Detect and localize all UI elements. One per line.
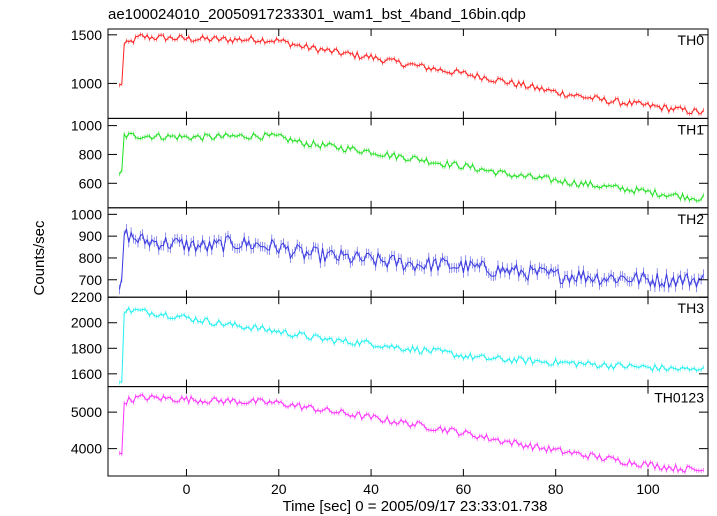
y-tick-label: 1000 (71, 75, 102, 91)
panel-label-th3: TH3 (678, 300, 705, 316)
y-axis-label: Counts/sec (31, 220, 48, 296)
y-tick-label: 700 (79, 272, 103, 288)
panel-label-th2: TH2 (678, 211, 705, 227)
panel-th2: 700 800 900 1000 TH2 (71, 206, 709, 298)
y-tick-label: 2000 (71, 315, 102, 331)
x-tick-label: 40 (363, 481, 379, 497)
y-tick-label: 2200 (71, 289, 102, 305)
panel-frame (107, 386, 709, 477)
series-errorbars-th0123 (119, 392, 704, 475)
y-tick-label: 5000 (71, 404, 102, 420)
panel-label-th0: TH0 (678, 32, 705, 48)
x-tick-label: 100 (636, 481, 660, 497)
y-tick-label: 800 (79, 146, 103, 162)
series-line-th1 (119, 132, 704, 202)
panel-label-th1: TH1 (678, 121, 705, 137)
y-tick-label: 1600 (71, 366, 102, 382)
x-axis: 0 20 40 60 80 100 (183, 481, 660, 497)
x-tick-label: 60 (456, 481, 472, 497)
panel-th0123: 4000 5000 TH0123 (71, 386, 709, 477)
x-axis-label: Time [sec] 0 = 2005/09/17 23:33:01.738 (282, 498, 547, 515)
series-errorbars-th2 (119, 224, 704, 295)
series-line-th0123 (119, 394, 704, 474)
panel-th0: 1000 1500 TH0 (71, 27, 709, 119)
y-tick-label: 1000 (71, 206, 102, 222)
series-errorbars-th3 (119, 305, 704, 385)
y-tick-label: 800 (79, 250, 103, 266)
x-tick-label: 80 (548, 481, 564, 497)
panel-th3: 1600 1800 2000 2200 TH3 (71, 289, 709, 388)
y-tick-label: 4000 (71, 441, 102, 457)
x-tick-label: 0 (183, 481, 191, 497)
series-errorbars-th0 (119, 32, 704, 116)
y-tick-label: 600 (79, 175, 103, 191)
chart-title: ae100024010_20050917233301_wam1_bst_4ban… (108, 6, 526, 23)
y-tick-label: 1800 (71, 340, 102, 356)
x-tick-label: 20 (271, 481, 287, 497)
y-tick-label: 900 (79, 228, 103, 244)
panel-th1: 600 800 1000 TH1 (71, 117, 709, 209)
panel-frame (107, 296, 709, 388)
panel-frame (107, 117, 709, 209)
series-line-th3 (119, 306, 704, 383)
series-errorbars-th1 (119, 130, 704, 204)
panel-frame (107, 28, 709, 119)
panel-label-th0123: TH0123 (654, 390, 704, 406)
y-tick-label: 1500 (71, 27, 102, 43)
series-line-th2 (119, 228, 704, 290)
panels: 1000 1500 TH0 600 800 1000 TH1 700 800 900 1000 TH2… (71, 27, 709, 477)
series-line-th0 (119, 33, 704, 115)
y-tick-label: 1000 (71, 118, 102, 134)
